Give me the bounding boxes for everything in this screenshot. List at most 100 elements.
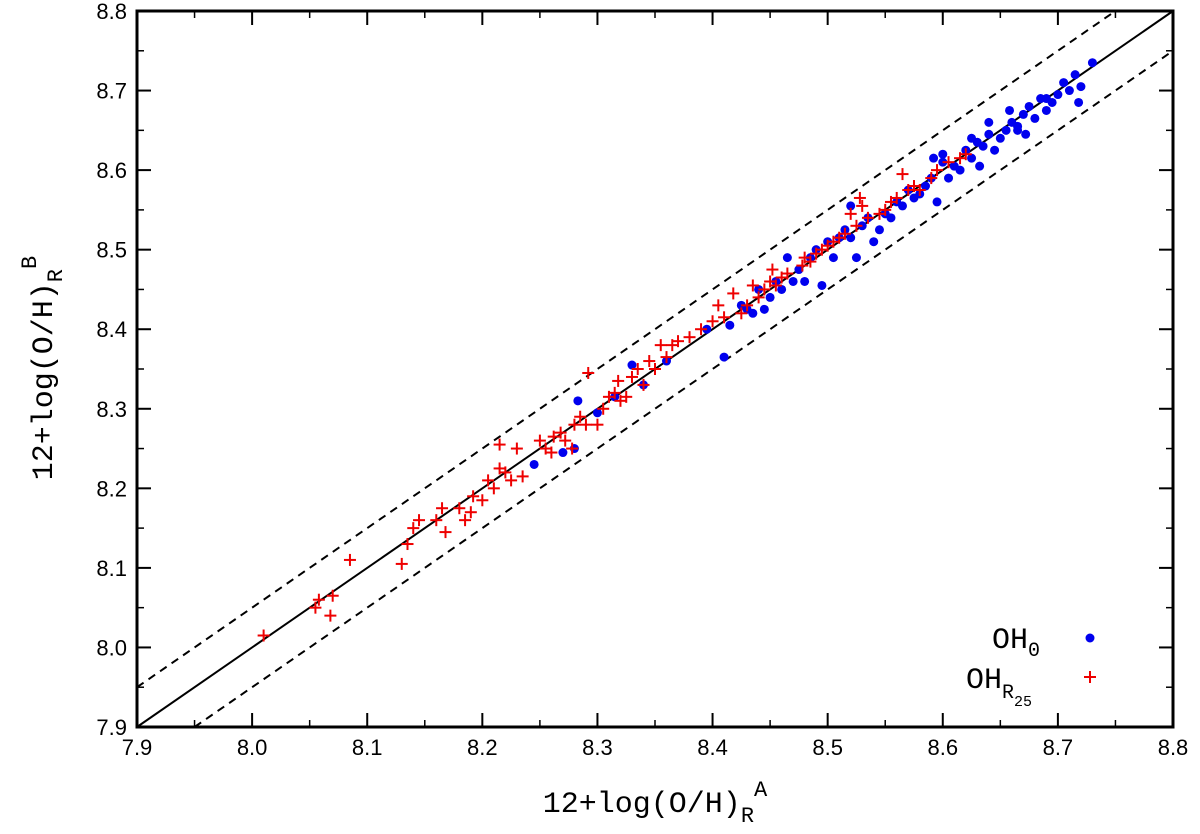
point-OH0 xyxy=(1041,105,1051,115)
point-OH0 xyxy=(1064,86,1074,96)
point-OHR25 xyxy=(942,156,955,169)
point-OHR25 xyxy=(643,355,656,368)
point-OHR25 xyxy=(547,430,560,443)
point-OH0 xyxy=(929,153,939,163)
point-OHR25 xyxy=(566,442,579,455)
point-OHR25 xyxy=(727,287,740,300)
point-OH0 xyxy=(529,459,539,469)
point-OHR25 xyxy=(516,470,529,483)
point-OHR25 xyxy=(796,259,809,272)
point-OHR25 xyxy=(879,203,892,216)
point-OH0 xyxy=(828,253,838,263)
point-OH0 xyxy=(1013,121,1023,131)
point-OHR25 xyxy=(579,418,592,431)
point-OH0 xyxy=(886,213,896,223)
x-tick-label: 8.2 xyxy=(467,735,498,760)
point-OHR25 xyxy=(554,426,567,439)
point-OHR25 xyxy=(467,490,480,503)
point-OH0 xyxy=(846,201,856,211)
point-OH0 xyxy=(975,161,985,171)
point-OHR25 xyxy=(672,335,685,348)
point-OH0 xyxy=(944,173,954,183)
point-OHR25 xyxy=(476,494,489,507)
point-OHR25 xyxy=(695,323,708,336)
legend-label-oh0: OH0 xyxy=(992,624,1040,663)
point-OHR25 xyxy=(959,148,972,161)
y-tick-label: 7.9 xyxy=(96,715,127,740)
legend-marker-ohr25 xyxy=(1084,671,1096,683)
x-tick-label: 7.9 xyxy=(122,735,153,760)
point-OH0 xyxy=(788,276,798,286)
x-tick-label: 8.3 xyxy=(582,735,613,760)
point-OH0 xyxy=(846,233,856,243)
point-OHR25 xyxy=(324,609,337,622)
point-OHR25 xyxy=(533,434,546,447)
point-OHR25 xyxy=(407,522,420,535)
point-OHR25 xyxy=(612,374,625,387)
reference-line-upper-bound xyxy=(136,10,1117,689)
point-OH0 xyxy=(938,149,948,159)
point-OH0 xyxy=(967,133,977,143)
point-OHR25 xyxy=(464,506,477,519)
point-OH0 xyxy=(932,197,942,207)
y-tick-label: 8.7 xyxy=(96,79,127,104)
point-OHR25 xyxy=(925,172,938,185)
point-OHR25 xyxy=(649,363,661,375)
point-OH0 xyxy=(765,292,775,302)
point-OHR25 xyxy=(746,279,759,292)
y-axis-label-sup: B xyxy=(18,256,43,269)
point-OHR25 xyxy=(487,482,500,495)
point-OH0 xyxy=(978,141,988,151)
point-OH0 xyxy=(748,308,758,318)
x-axis-label-sub: R xyxy=(741,804,754,829)
point-OH0 xyxy=(897,201,907,211)
point-OHR25 xyxy=(712,299,725,312)
point-OHR25 xyxy=(459,514,472,527)
point-OHR25 xyxy=(574,410,587,423)
y-tick-label: 8.2 xyxy=(96,476,127,501)
legend-label-ohr25: OHR25 xyxy=(966,664,1032,711)
point-OHR25 xyxy=(853,191,866,204)
point-OH0 xyxy=(1041,94,1051,104)
y-tick-label: 8.5 xyxy=(96,238,127,263)
point-OH0 xyxy=(851,253,861,263)
plot-frame xyxy=(135,9,1175,729)
x-tick-label: 8.5 xyxy=(812,735,843,760)
point-OHR25 xyxy=(453,502,466,515)
point-OHR25 xyxy=(559,434,572,447)
point-OH0 xyxy=(1059,78,1069,88)
point-OH0 xyxy=(573,396,583,406)
point-OHR25 xyxy=(309,601,322,614)
point-OH0 xyxy=(1001,125,1011,135)
point-OHR25 xyxy=(781,267,794,280)
point-OH0 xyxy=(558,448,568,458)
point-OH0 xyxy=(794,265,804,275)
point-OHR25 xyxy=(625,370,638,383)
point-OHR25 xyxy=(257,629,270,642)
point-OHR25 xyxy=(766,263,779,276)
point-OHR25 xyxy=(545,446,558,459)
legend: OH0 OHR25 xyxy=(966,624,1096,711)
point-OH0 xyxy=(1030,113,1040,123)
x-tick-label: 8.7 xyxy=(1043,735,1074,760)
point-OHR25 xyxy=(850,219,863,232)
point-OHR25 xyxy=(706,315,719,328)
point-OHR25 xyxy=(718,311,731,324)
x-tick-label: 8.6 xyxy=(927,735,958,760)
point-OHR25 xyxy=(752,291,765,304)
point-OHR25 xyxy=(510,442,523,455)
x-tick-label: 8.1 xyxy=(352,735,383,760)
axis-ticks: 7.9 8.0 8.1 8.2 8.3 8.4 8.5 8.6 8.7 8.8 7.9 8.0 8.1 8… xyxy=(96,0,1188,760)
point-OHR25 xyxy=(631,363,644,375)
point-OHR25 xyxy=(395,557,408,570)
point-OH0 xyxy=(1070,70,1080,80)
x-axis-label-sup: A xyxy=(754,778,768,803)
x-tick-label: 8.4 xyxy=(697,735,728,760)
point-OH0 xyxy=(777,284,787,294)
point-OHR25 xyxy=(890,191,903,204)
point-OH0 xyxy=(1053,90,1063,100)
data-points xyxy=(257,58,1097,642)
point-OHR25 xyxy=(838,227,851,240)
point-OH0 xyxy=(627,360,637,370)
reference-line-lower-bound xyxy=(193,49,1174,728)
